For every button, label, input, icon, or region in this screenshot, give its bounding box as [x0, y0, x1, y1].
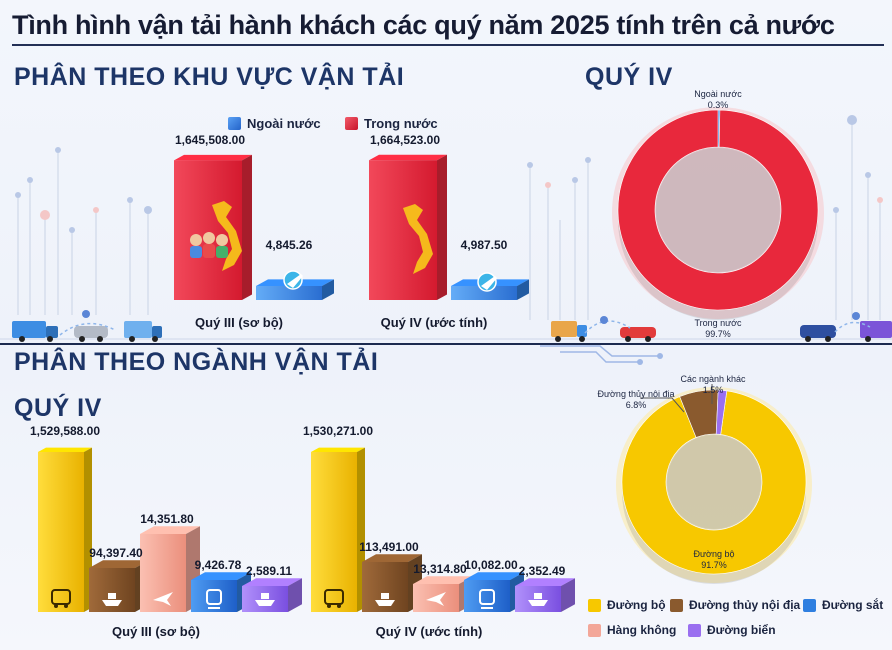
bus-icon: [324, 589, 344, 608]
bar-domestic-1: [369, 154, 447, 300]
industry-donut-slice-0: [621, 390, 807, 575]
section-divider: [0, 343, 892, 345]
legend-label-rail: Đường sắt: [822, 598, 884, 612]
legend-item-road: Đường bộ: [588, 598, 666, 612]
ship-icon: [375, 593, 395, 606]
plane-icon: [426, 592, 446, 606]
legend-item-rail: Đường sắt: [803, 598, 883, 612]
legend-item-waterway: Đường thủy nội địa: [670, 598, 800, 612]
bar-Hàng-không-0: [140, 526, 200, 612]
donut-label-waterway: Đường thủy nội địa 6.8%: [597, 389, 675, 410]
legend-label-sea: Đường biển: [707, 623, 776, 637]
leader-line-waterway: [640, 397, 685, 413]
donut-label-foreign: Ngoài nước 0.3%: [694, 89, 742, 110]
value-label-foreign-1: 4,987.50: [460, 238, 508, 252]
bar-Đường-biển-1: [515, 578, 575, 612]
bar-Đường-bộ-1: [311, 447, 365, 612]
value-label-industry-3-1: 10,082.00: [464, 558, 518, 572]
legend-item-foreign: Ngoài nước: [228, 116, 321, 131]
legend-swatch-foreign: [228, 117, 241, 130]
legend-label-waterway: Đường thủy nội địa: [689, 598, 801, 612]
bar-Đường-sắt-1: [464, 572, 524, 612]
train-icon: [479, 589, 495, 609]
value-label-domestic-1: 1,664,523.00: [369, 133, 441, 148]
donut-label-domestic: Trong nước 99.7%: [694, 318, 742, 339]
plane-icon: [153, 592, 173, 606]
section-title-by-region: PHÂN THEO KHU VỰC VẬN TẢI: [14, 63, 405, 91]
industry-donut-slice-2: [715, 389, 728, 435]
globe-plane-icon: [283, 270, 497, 292]
passengers-icon: [190, 232, 228, 258]
value-label-industry-4-0: 2,589.11: [245, 564, 293, 578]
value-label-industry-0-1: 1,530,271.00: [302, 424, 374, 438]
section-title-q4-industry: QUÝ IV: [14, 394, 102, 422]
legend-swatch-road: [588, 598, 601, 612]
train-icon: [206, 589, 222, 609]
section-title-by-industry: PHÂN THEO NGÀNH VẬN TẢI: [14, 348, 379, 376]
value-label-industry-4-1: 2,352.49: [518, 564, 566, 578]
section-title-q4-region: QUÝ IV: [585, 63, 673, 91]
sea-ship-icon: [528, 593, 548, 606]
bar-domestic-0: [174, 154, 252, 300]
bus-icon: [51, 589, 71, 608]
legend-swatch-rail: [803, 598, 816, 612]
legend-item-aviation: Hàng không: [588, 623, 676, 637]
sea-ship-icon: [255, 593, 275, 606]
legend-item-domestic: Trong nước: [345, 116, 438, 131]
title-divider: [12, 44, 884, 46]
legend-label-aviation: Hàng không: [607, 623, 677, 637]
legend-item-sea: Đường biển: [688, 623, 776, 637]
bar-Đường-bộ-0: [38, 447, 92, 612]
region-donut-slice-1: [617, 109, 819, 311]
value-label-industry-3-0: 9,426.78: [194, 558, 242, 572]
category-label-region-1: Quý IV (ước tính): [380, 315, 488, 330]
donut-label-road: Đường bộ 91.7%: [693, 549, 735, 570]
bar-Đường-biển-0: [242, 578, 302, 612]
donut-label-others: Các ngành khác 1.5%: [680, 374, 746, 395]
legend-label-foreign: Ngoài nước: [247, 116, 321, 131]
legend-label-domestic: Trong nước: [364, 116, 438, 131]
legend-swatch-waterway: [670, 598, 683, 612]
value-label-industry-2-0: 14,351.80: [140, 512, 194, 526]
value-label-domestic-0: 1,645,508.00: [174, 133, 246, 148]
legend-swatch-aviation: [588, 623, 601, 637]
category-label-industry-1: Quý IV (ước tính): [375, 624, 483, 639]
legend-swatch-sea: [688, 623, 701, 637]
category-label-region-0: Quý III (sơ bộ): [195, 315, 283, 330]
legend-swatch-domestic: [345, 117, 358, 130]
value-label-industry-2-1: 13,314.80: [413, 562, 467, 576]
value-label-industry-1-1: 113,491.00: [359, 540, 419, 554]
page-title: Tình hình vận tải hành khách các quý năm…: [12, 10, 835, 40]
legend-label-road: Đường bộ: [607, 598, 666, 612]
value-label-foreign-0: 4,845.26: [265, 238, 313, 252]
vietnam-map-icon: [212, 201, 433, 274]
value-label-industry-1-0: 94,397.40: [89, 546, 143, 560]
category-label-industry-0: Quý III (sơ bộ): [112, 624, 200, 639]
value-label-industry-0-0: 1,529,588.00: [29, 424, 101, 438]
ship-icon: [102, 593, 122, 606]
